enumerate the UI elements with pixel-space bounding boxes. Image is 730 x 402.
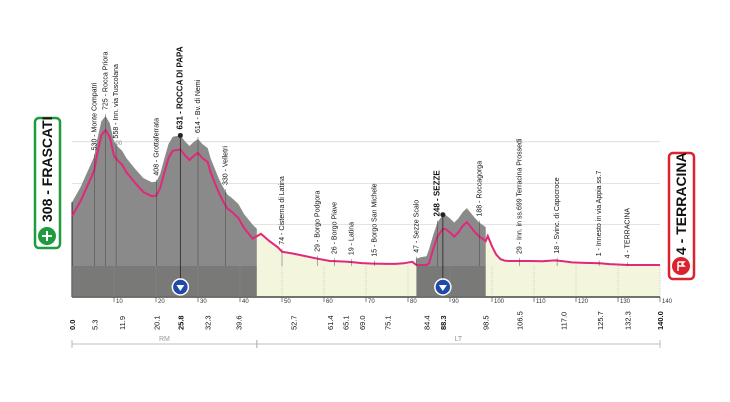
km-tick-label: 60 [326, 299, 333, 305]
waypoint-label: 188 - Roccagorga [476, 161, 483, 217]
km-tick-label: 80 [410, 299, 417, 305]
waypoint-label: 18 - Svinc. di Capocroce [554, 177, 561, 253]
distance-label: 125.7 [596, 311, 605, 330]
waypoint-label: 29 - Borgo Podgora [315, 191, 322, 252]
km-tick-label: 30 [200, 299, 207, 305]
distance-label: 140.0 [656, 311, 665, 330]
km-tick-label: 70 [368, 299, 375, 305]
waypoint-label: 725 - Rocca Priora [103, 52, 110, 110]
stage-start-icon-glyph [42, 231, 52, 241]
km-tick-label: 110 [536, 299, 546, 305]
waypoint-label: 248 - SEZZE [432, 170, 441, 217]
gpm-marker-glyph [438, 285, 447, 291]
distance-label: 0.0 [68, 320, 77, 330]
waypoint-label: 29 - Inn. in ss.699 Terracina Prossedi [516, 138, 523, 254]
finish-town-label: 4 - TERRACINA [673, 152, 689, 255]
elevation-line [71, 128, 660, 296]
distance-label: 84.4 [422, 315, 431, 330]
finish-badge-frame [667, 151, 696, 281]
km-tick-label: 100 [494, 299, 505, 305]
finish-badge: 4 - TERRACINA [667, 151, 696, 281]
start-town-label: 308 - FRASCATI [39, 116, 55, 222]
waypoint-label: 26 - Borgo Piave [332, 202, 339, 254]
distance-label: 32.3 [204, 315, 213, 330]
distance-label: 52.7 [289, 315, 298, 330]
distance-label: 20.1 [152, 315, 161, 330]
base-elevation-band [71, 202, 660, 298]
climb-area [416, 208, 486, 266]
distance-label: 88.3 [439, 315, 448, 330]
waypoint-label: 408 - Grottaferrata [153, 118, 160, 176]
km-tick-label: 40 [242, 299, 249, 305]
km-ticks: 10 20 30 40 50 60 70 80 90 100 110 120 130 140 [113, 266, 673, 305]
km-tick-label: 50 [284, 299, 291, 305]
distance-label: 5.3 [90, 320, 99, 330]
climb-area [72, 116, 257, 266]
region-label: LT [455, 336, 463, 343]
waypoint-label: 558 - Inn. via Tuscolana [113, 64, 120, 138]
km-tick-label: 140 [662, 299, 673, 305]
finish-flag-icon-glyph [677, 261, 686, 271]
waypoint-label: 1 - Innesto in via Appia ss.7 [596, 171, 603, 257]
waypoint-label: 614 - Bv. di Nemi [195, 79, 202, 133]
distance-label: 98.5 [482, 315, 491, 330]
waypoint-label: 19 - Latina [348, 222, 355, 255]
distance-label: 25.8 [176, 315, 185, 330]
distance-label: 61.4 [326, 315, 335, 330]
waypoint-label: 74 - Cisterna di Latina [279, 176, 286, 245]
waypoint-label: 15 - Borgo San Michele [371, 183, 378, 256]
climb-base-strip [416, 266, 486, 297]
distance-label: 75.1 [383, 315, 392, 330]
elevation-line-path [71, 128, 660, 266]
distance-label: 106.5 [515, 311, 524, 330]
waypoint-label: 530 - Monte Compatri [91, 82, 98, 150]
distance-label: 117.0 [559, 312, 568, 330]
gpm-marker-glyph [176, 285, 185, 291]
altitude-tick-label: 600 [112, 141, 123, 147]
region-label: RM [159, 336, 170, 343]
waypoint-label: 330 - Velletri [222, 146, 229, 185]
km-tick-label: 90 [452, 299, 459, 305]
km-tick-label: 10 [116, 299, 123, 305]
waypoint-label: 47 - Sezze Scalo [413, 200, 420, 253]
climb-base-strip [72, 266, 257, 297]
start-badge: 308 - FRASCATI [33, 116, 62, 250]
waypoint-label: 4 - TERRACINA [625, 208, 632, 259]
distance-label: 11.9 [118, 316, 127, 330]
distance-label: 39.6 [234, 315, 243, 330]
km-labels: 0.0 5.3 11.9 20.1 25.8 32.3 39.6 52.7 61.4 65.1 69… [68, 311, 665, 330]
km-tick-label: 20 [158, 299, 165, 305]
distance-label: 65.1 [341, 315, 350, 330]
waypoint-label: 631 - ROCCA DI PAPA [175, 46, 184, 129]
region-bar: RM LT [71, 336, 661, 348]
summit-dot [440, 212, 446, 218]
distance-label: 69.0 [358, 315, 367, 330]
waypoint-labels: 530 - Monte Compatri 725 - Rocca Priora 55… [91, 46, 632, 266]
start-badge-frame [33, 116, 62, 250]
km-tick-label: 130 [620, 299, 631, 305]
distance-label: 132.3 [624, 311, 633, 330]
km-tick-label: 120 [578, 299, 589, 305]
